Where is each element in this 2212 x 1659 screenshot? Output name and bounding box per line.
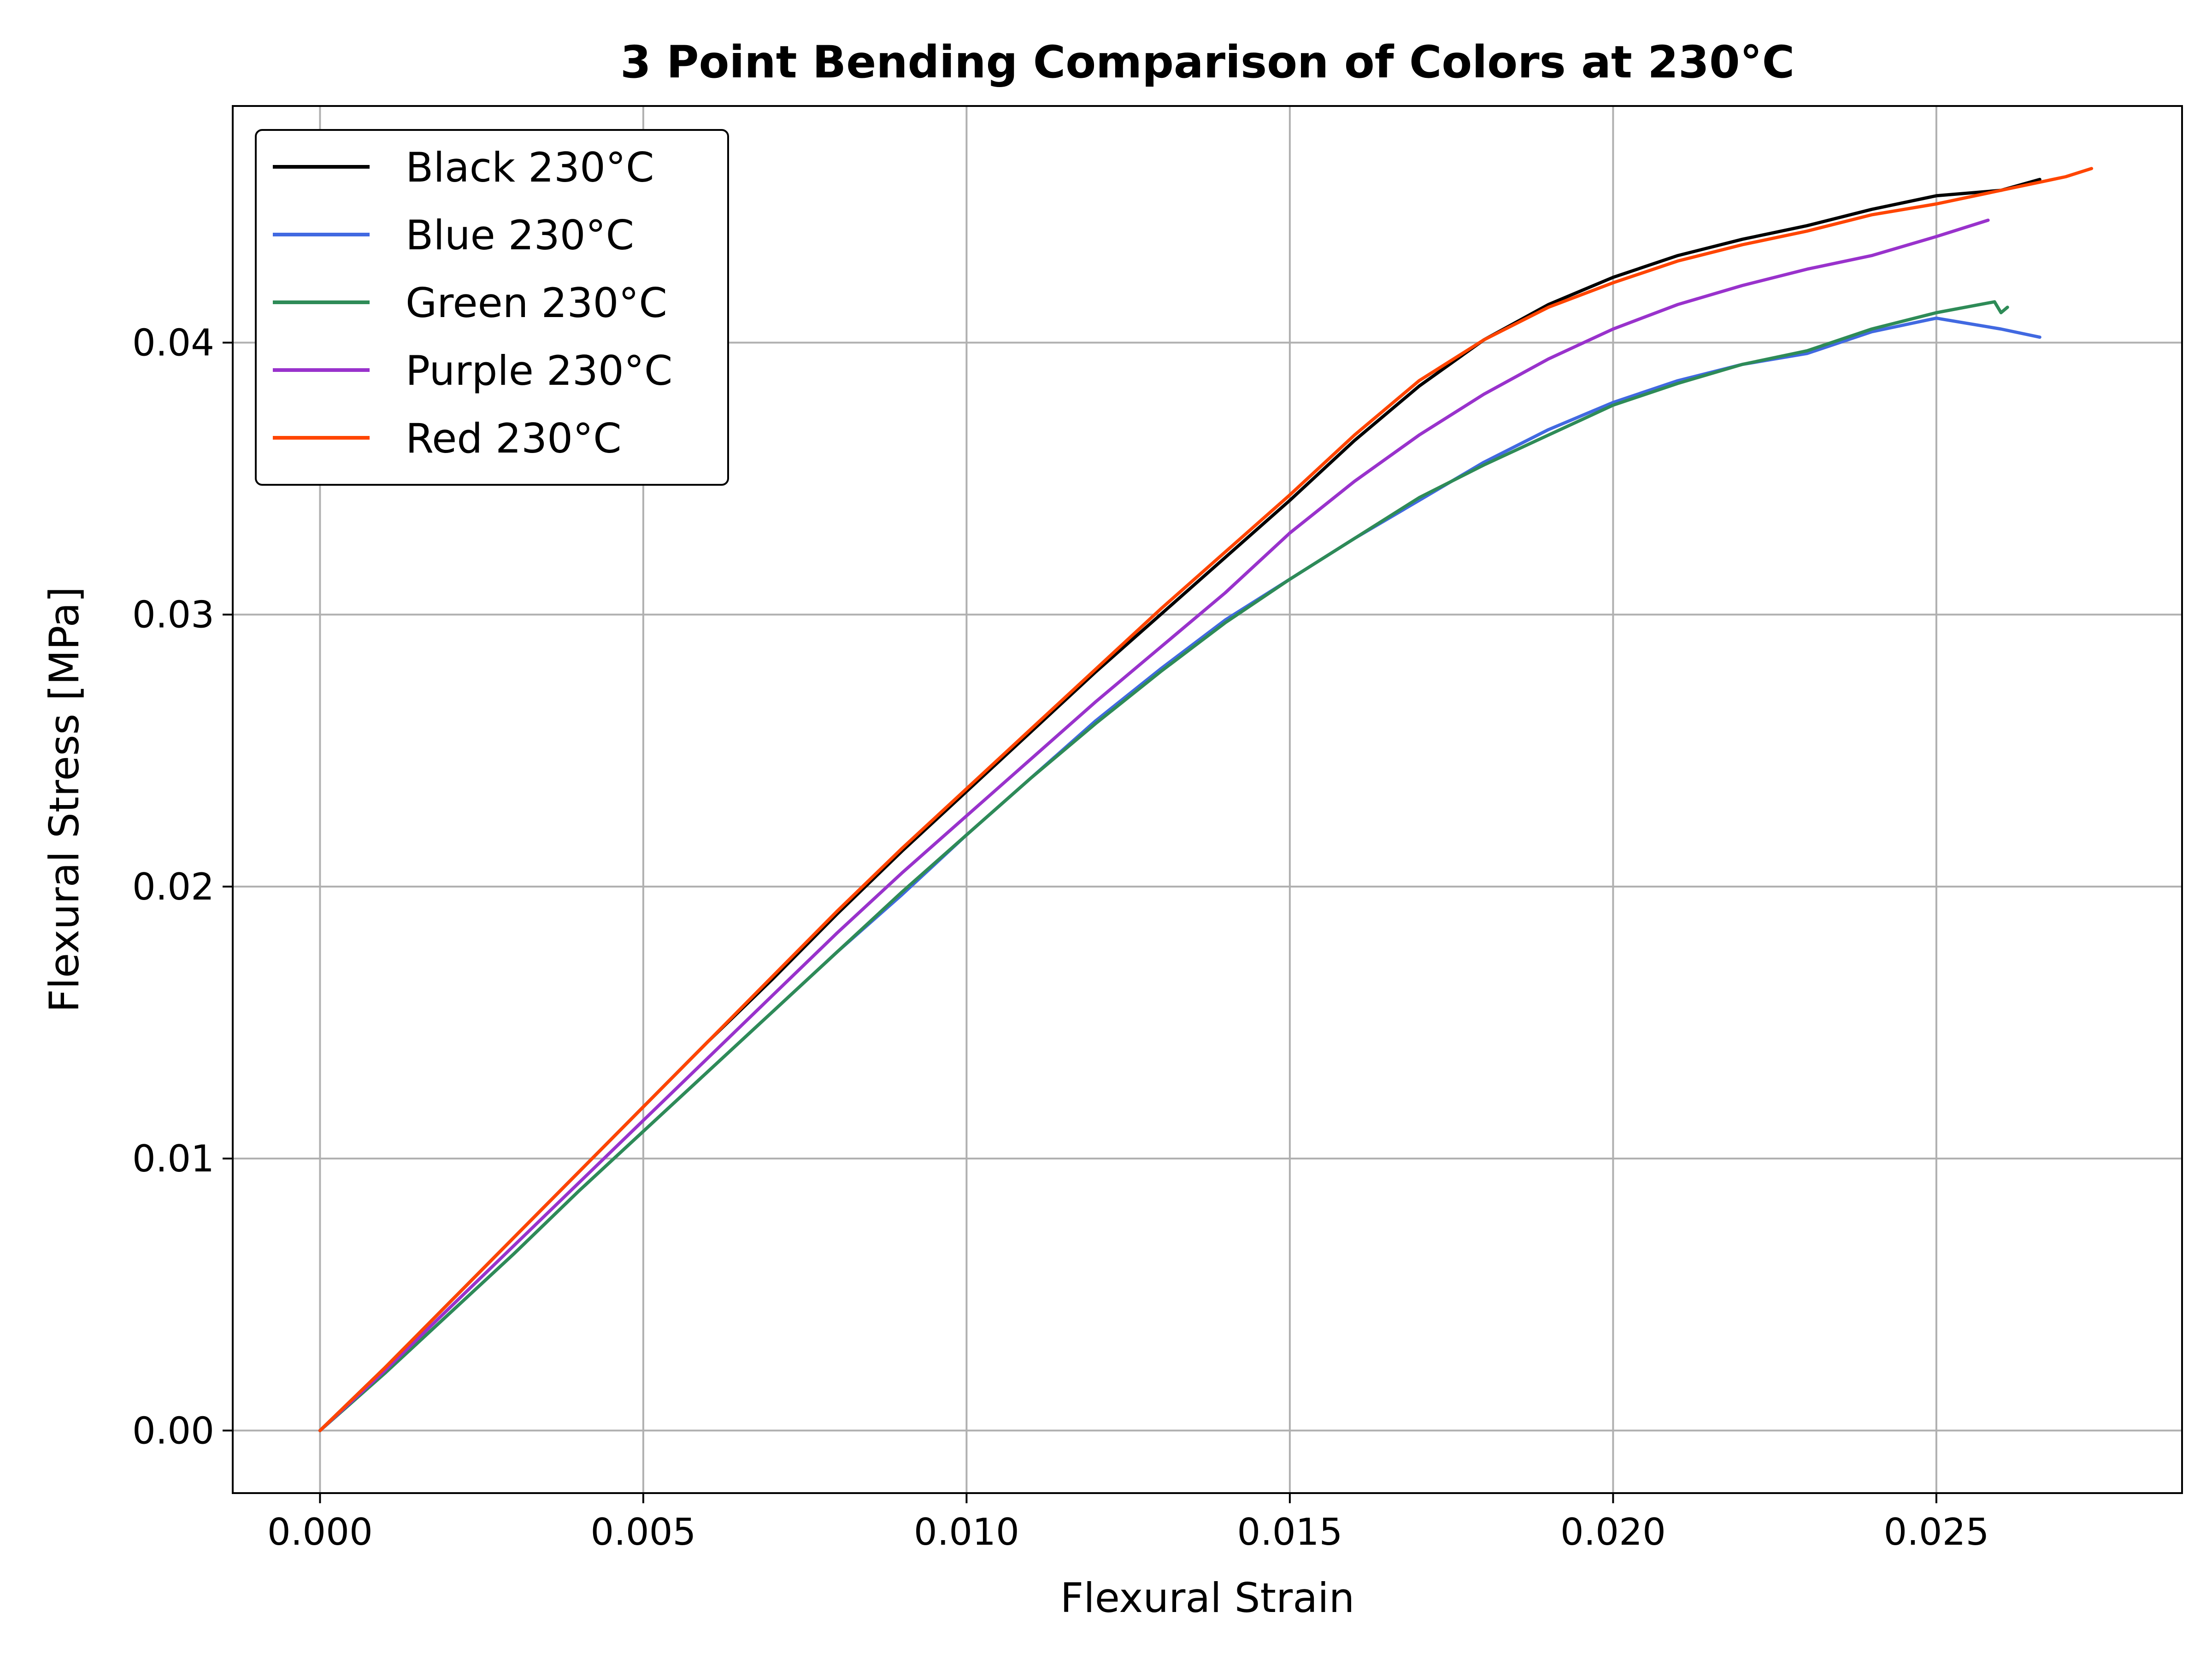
x-tick-label: 0.025 <box>1883 1511 1989 1553</box>
legend-box <box>255 129 729 486</box>
y-tick-label: 0.04 <box>132 321 214 364</box>
legend-label-green: Green 230°C <box>406 279 667 327</box>
grid-layer <box>233 106 2182 1493</box>
legend-label-purple: Purple 230°C <box>406 347 672 394</box>
y-tick-label: 0.02 <box>132 865 214 908</box>
legend-label-red: Red 230°C <box>406 415 622 462</box>
x-tick-label: 0.010 <box>914 1511 1019 1553</box>
series-layer <box>318 167 2094 1432</box>
x-tick-label: 0.015 <box>1237 1511 1342 1553</box>
plot-frame <box>232 105 2183 1494</box>
series-line-red <box>318 167 2094 1432</box>
tick-layer: 0.000 0.005 0.010 0.015 0.020 0.025 0.00 0.01 0.… <box>132 321 1989 1553</box>
y-tick-label: 0.00 <box>132 1409 214 1452</box>
chart-title: 3 Point Bending Comparison of Colors at … <box>620 36 1794 88</box>
series-line-green <box>318 300 2009 1432</box>
x-tick-label: 0.005 <box>590 1511 696 1553</box>
y-tick-label: 0.01 <box>132 1137 214 1180</box>
x-tick-label: 0.000 <box>267 1511 373 1553</box>
x-axis-label: Flexural Strain <box>1060 1574 1355 1622</box>
legend-label-blue: Blue 230°C <box>406 212 634 259</box>
legend-label-black: Black 230°C <box>406 144 654 191</box>
series-line-purple <box>318 218 1990 1432</box>
y-axis-label: Flexural Stress [MPa] <box>41 587 88 1012</box>
x-tick-label: 0.020 <box>1560 1511 1666 1553</box>
legend: Black 230°C Blue 230°C Green 230°C Purple 2… <box>255 129 729 486</box>
y-tick-label: 0.03 <box>132 594 214 636</box>
